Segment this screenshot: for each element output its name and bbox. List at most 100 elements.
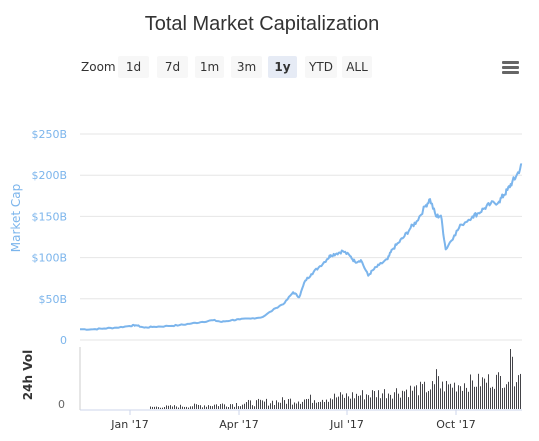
volume-bar [236,402,237,409]
zoom-button-1m[interactable]: 1m [195,56,224,78]
volume-bar [212,406,213,409]
zoom-button-label: 1m [200,60,219,74]
volume-bar [408,397,409,409]
volume-bar [260,399,261,409]
hamburger-menu-icon[interactable] [502,61,519,74]
volume-bar [208,405,209,409]
volume-bar [154,406,155,409]
volume-tick-zero: 0 [58,398,65,411]
volume-bar [418,395,419,409]
volume-bar [458,385,459,409]
volume-bar [450,383,451,409]
volume-bar [364,399,365,409]
volume-bar [456,391,457,409]
zoom-button-3m[interactable]: 3m [231,56,262,78]
volume-bar [172,406,173,409]
volume-bar [432,381,433,409]
volume-bar [274,405,275,409]
volume-bar [484,378,485,409]
volume-bar [198,404,199,409]
volume-bar [508,381,509,409]
volume-bar [406,389,407,409]
volume-bar [194,403,195,409]
volume-bar [176,406,177,409]
volume-bar [340,392,341,409]
volume-bar [220,404,221,409]
x-tick-label: Jan '17 [110,418,148,431]
volume-bar [344,397,345,409]
volume-bar [312,402,313,409]
volume-bar [514,386,515,409]
volume-bar [246,402,247,409]
volume-bar [316,402,317,409]
y-tick-label: $50B [38,293,67,306]
volume-bar [262,400,263,409]
volume-bar [390,394,391,409]
volume-bar [162,407,163,409]
volume-bar [206,406,207,409]
volume-bar [494,388,495,409]
volume-bar [334,393,335,409]
volume-bar [244,403,245,409]
volume-bar [404,391,405,409]
volume-bar [420,381,421,409]
zoom-button-1d[interactable]: 1d [118,56,149,78]
volume-bar [190,406,191,409]
zoom-button-label: ALL [346,60,368,74]
volume-bar [428,390,429,409]
volume-bar [402,390,403,409]
volume-bar [488,374,489,409]
volume-bar [386,398,387,409]
volume-bar [192,406,193,409]
volume-bar [482,377,483,409]
volume-bar [366,394,367,409]
volume-bar [500,375,501,409]
volume-bar [368,395,369,409]
volume-bar [454,382,455,409]
zoom-button-7d[interactable]: 7d [157,56,188,78]
zoom-button-all[interactable]: ALL [342,56,372,78]
volume-bar [158,407,159,409]
volume-bar [168,405,169,409]
volume-bar [300,403,301,409]
zoom-button-ytd[interactable]: YTD [305,56,337,78]
volume-bars [150,349,521,409]
volume-bar [410,385,411,409]
volume-bar [462,390,463,409]
volume-bar [256,400,257,409]
volume-bar [150,406,151,409]
volume-bar [178,407,179,409]
volume-bar [326,399,327,409]
volume-bar [280,402,281,409]
volume-bar [416,385,417,409]
volume-bar [346,393,347,409]
volume-bar [442,381,443,409]
volume-bar [302,401,303,409]
volume-bar [378,390,379,409]
volume-bar [270,403,271,409]
y-tick-label: $200B [31,169,67,182]
volume-bar [292,404,293,409]
zoom-button-1y[interactable]: 1y [268,56,297,78]
volume-bar [486,382,487,409]
volume-bar [332,399,333,409]
volume-bar [350,398,351,409]
volume-bar [424,381,425,409]
volume-bar [184,406,185,409]
volume-bar [430,389,431,409]
y-tick-label: $100B [31,252,67,265]
volume-bar [224,404,225,409]
volume-bar [296,403,297,409]
volume-bar [434,384,435,409]
y-tick-label: 0 [60,334,67,347]
volume-bar [186,406,187,409]
volume-bar [164,406,165,409]
volume-bar [392,398,393,409]
volume-bar [468,391,469,409]
volume-bar [396,388,397,409]
volume-bar [298,401,299,409]
zoom-button-label: YTD [308,60,333,74]
volume-bar [258,398,259,409]
volume-bar [202,407,203,409]
volume-bar [426,392,427,409]
